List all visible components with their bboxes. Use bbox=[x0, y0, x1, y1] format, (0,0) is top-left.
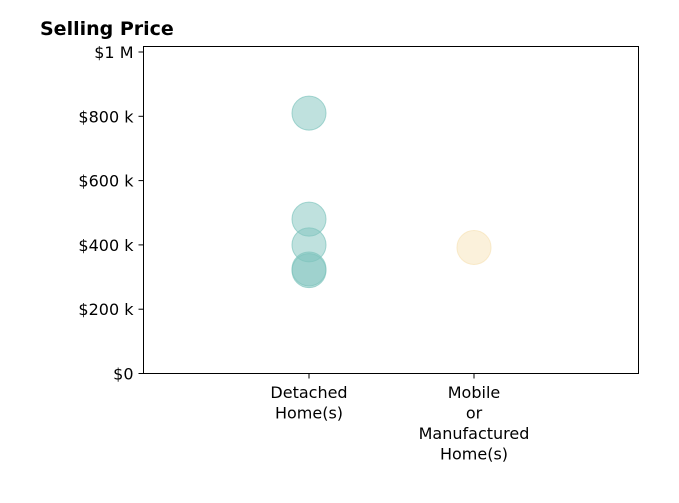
y-tick-label: $200 k bbox=[78, 300, 134, 319]
y-tick-label: $400 k bbox=[78, 236, 134, 255]
data-point bbox=[456, 229, 492, 265]
data-points bbox=[291, 95, 492, 289]
x-tick-label: or bbox=[466, 404, 483, 423]
x-tick-label: Detached bbox=[270, 383, 347, 402]
y-tick-label: $1 M bbox=[94, 43, 133, 62]
x-tick-label: Home(s) bbox=[275, 404, 343, 423]
x-tick-label: Home(s) bbox=[440, 445, 508, 464]
y-axis: $0 $200 k $400 k $600 k $800 k $1 M bbox=[78, 43, 144, 384]
y-tick-label: $800 k bbox=[78, 107, 134, 126]
x-tick-label: Mobile bbox=[448, 383, 500, 402]
plot-area bbox=[143, 46, 639, 374]
data-point bbox=[291, 95, 327, 131]
data-point bbox=[291, 253, 327, 289]
chart-title: Selling Price bbox=[40, 18, 174, 40]
y-tick-label: $600 k bbox=[78, 172, 134, 191]
x-tick-label: Manufactured bbox=[419, 424, 530, 443]
y-tick-label: $0 bbox=[113, 365, 133, 384]
